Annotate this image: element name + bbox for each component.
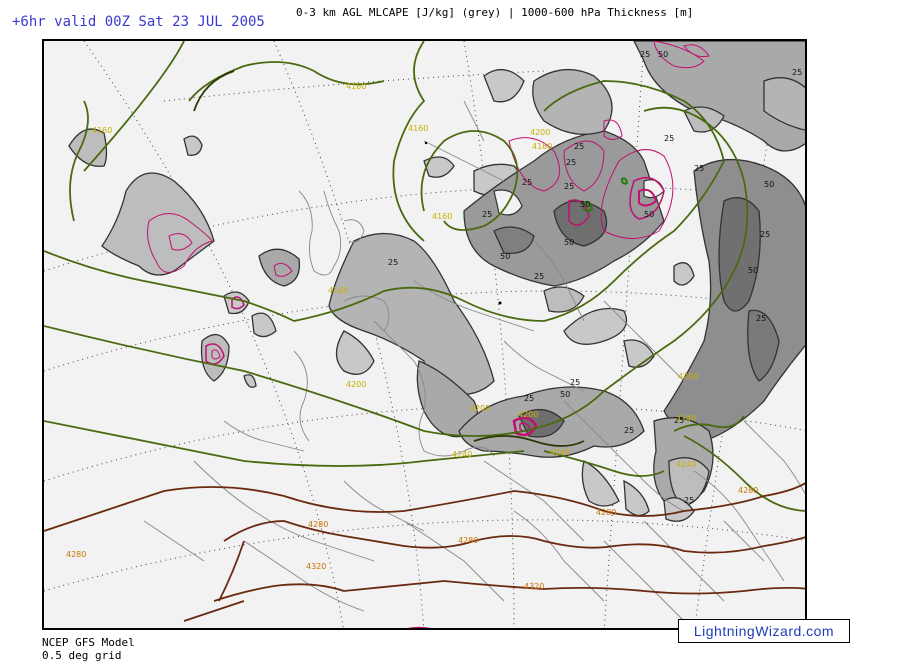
cape-label: 25 xyxy=(684,496,694,505)
thickness-label: 4320 xyxy=(524,582,544,591)
thickness-contours-high xyxy=(44,482,805,622)
grid-label: 0.5 deg grid xyxy=(42,649,122,662)
thickness-label: 4200 xyxy=(518,410,538,419)
thickness-label: 4160 xyxy=(532,142,552,151)
thickness-label: 4280 xyxy=(458,536,478,545)
cape-label: 25 xyxy=(760,230,770,239)
thickness-labels: 4160 4160 4160 4160 4160 4160 4200 4200 … xyxy=(66,82,758,591)
thickness-label: 4280 xyxy=(596,508,616,517)
thickness-label: 4200 xyxy=(530,128,550,137)
cape-label: 50 xyxy=(644,210,654,219)
thickness-label: 4160 xyxy=(408,124,428,133)
cape-label: 25 xyxy=(640,50,650,59)
cape-label: 50 xyxy=(658,50,668,59)
brand-link[interactable]: LightningWizard.com xyxy=(678,619,850,643)
thickness-label: 4240 xyxy=(676,414,696,423)
model-label: NCEP GFS Model xyxy=(42,636,135,649)
cape-label: 25 xyxy=(388,258,398,267)
cape-label: 25 xyxy=(566,158,576,167)
thickness-label: 4280 xyxy=(738,486,758,495)
cape-label: 25 xyxy=(624,426,634,435)
cape-green-spot xyxy=(583,177,629,212)
thickness-label: 4200 xyxy=(470,404,490,413)
thickness-label: 4160 xyxy=(92,126,112,135)
cape-label: 50 xyxy=(564,238,574,247)
product-title: 0-3 km AGL MLCAPE [J/kg] (grey) | 1000-6… xyxy=(296,6,694,19)
cape-label: 25 xyxy=(522,178,532,187)
cape-label: 25 xyxy=(534,272,544,281)
cape-label: 25 xyxy=(756,314,766,323)
cape-label: 25 xyxy=(664,134,674,143)
cape-label: 25 xyxy=(792,68,802,77)
cape-label: 50 xyxy=(580,200,590,209)
thickness-contours-dark xyxy=(193,70,585,447)
cape-label: 25 xyxy=(674,416,684,425)
coastlines xyxy=(143,100,805,622)
cape-label: 25 xyxy=(570,378,580,387)
thickness-label: 4200 xyxy=(346,380,366,389)
thickness-label: 4280 xyxy=(308,520,328,529)
thickness-contours-low xyxy=(44,41,805,512)
cape-label: 50 xyxy=(560,390,570,399)
cape-label: 50 xyxy=(748,266,758,275)
thickness-label: 4240 xyxy=(676,460,696,469)
cape-labels: 25 25 25 25 25 25 25 25 25 25 25 25 25 2… xyxy=(388,50,802,505)
cape-label: 25 xyxy=(694,164,704,173)
cape-label: 25 xyxy=(482,210,492,219)
thickness-label: 4200 xyxy=(678,372,698,381)
cape-label: 25 xyxy=(574,142,584,151)
thickness-label: 4160 xyxy=(432,212,452,221)
thickness-label: 4240 xyxy=(452,450,472,459)
map-canvas: 4160 4160 4160 4160 4160 4160 4200 4200 … xyxy=(44,41,805,628)
cape-label: 50 xyxy=(764,180,774,189)
valid-time-label: +6hr valid 00Z Sat 23 JUL 2005 xyxy=(12,14,265,30)
cape-label: 25 xyxy=(524,394,534,403)
point-marks xyxy=(424,141,502,305)
thickness-label: 4320 xyxy=(306,562,326,571)
cape-shading xyxy=(68,41,805,522)
thickness-label: 4280 xyxy=(66,550,86,559)
cape-label: 50 xyxy=(500,252,510,261)
thickness-label: 4160 xyxy=(328,286,348,295)
cape-label: 25 xyxy=(564,182,574,191)
thickness-label: 4160 xyxy=(346,82,366,91)
weather-map: 4160 4160 4160 4160 4160 4160 4200 4200 … xyxy=(42,39,807,630)
thickness-label: 4240 xyxy=(550,448,570,457)
